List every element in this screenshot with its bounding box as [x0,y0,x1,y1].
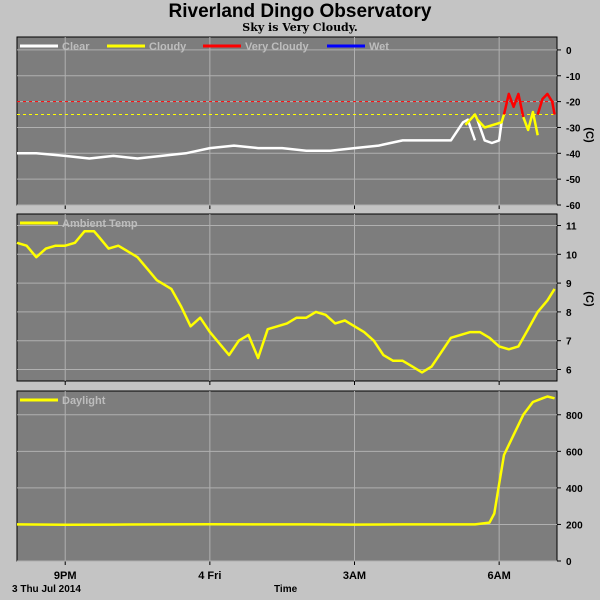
ambient-ylabel: (C) [583,291,595,307]
ambient-ytick-label: 6 [566,365,572,376]
ambient-ytick-label: 8 [566,308,572,319]
sky-ytick-label: 0 [566,46,572,57]
xtick-label: 9PM [54,570,77,582]
sky-ytick-label: -20 [566,98,581,109]
sky-ytick-label: -10 [566,72,581,83]
ambient-series-line [16,230,556,374]
sky-legend-label: Cloudy [149,41,187,53]
sky-series-line [502,92,525,118]
xtick-label: 3AM [343,570,366,582]
daylight-plot-area [16,390,558,562]
ambient-ytick-label: 9 [566,279,572,290]
ambient-legend-label: Ambient Temp [62,218,138,230]
daylight-legend-label: Daylight [62,395,106,407]
ambient-ytick-label: 10 [566,250,578,261]
sky-series-line [17,118,477,160]
daylight-ytick-label: 0 [566,557,572,568]
daylight-series-line [16,395,555,527]
sky-series-line [464,113,506,129]
ambient-plot-area [16,213,558,382]
ambient-ytick-label: 7 [566,337,572,348]
sky-series-line [536,92,556,115]
sky-ylabel: (C) [583,127,595,143]
page-title: Riverland Dingo Observatory [168,1,432,22]
sky-ytick-label: -30 [566,123,581,134]
sky-legend-label: Very Cloudy [245,41,309,53]
ambient-ytick-label: 11 [566,222,577,233]
sky-series-line [476,119,503,145]
x-axis-title: Time [274,584,298,595]
daylight-ytick-label: 800 [566,411,583,422]
daylight-ytick-label: 200 [566,520,583,531]
daylight-ytick-label: 600 [566,447,583,458]
sky-ytick-label: -50 [566,175,581,186]
page-subtitle: Sky is Very Cloudy. [242,21,358,34]
xtick-label: 4 Fri [198,570,221,582]
date-label: 3 Thu Jul 2014 [12,584,81,595]
sky-series-line [522,110,539,136]
sky-ytick-label: -40 [566,149,581,160]
daylight-ytick-label: 400 [566,484,583,495]
sky-legend-label: Clear [62,41,90,53]
sky-ytick-label: -60 [566,201,581,212]
sky-legend-label: Wet [369,41,389,53]
sky-plot-area [16,36,558,206]
xtick-label: 6AM [488,570,511,582]
